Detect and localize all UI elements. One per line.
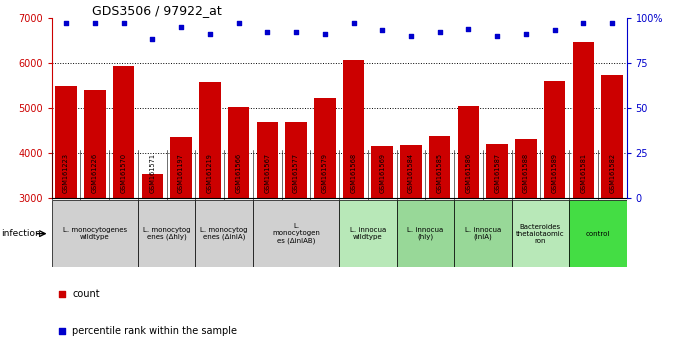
Text: L. innocua
wildtype: L. innocua wildtype [350,227,386,240]
Bar [339,200,397,267]
Bar [454,200,511,267]
Point [520,31,531,37]
Text: GDS3506 / 97922_at: GDS3506 / 97922_at [92,4,221,17]
Bar [343,60,364,198]
Bar [457,106,480,198]
Point [61,20,72,26]
Text: GSM161223: GSM161223 [63,153,69,193]
Point [290,29,302,35]
Text: GSM161577: GSM161577 [293,153,299,193]
Text: GSM161566: GSM161566 [235,153,242,193]
Text: GSM161571: GSM161571 [149,153,155,193]
Text: L. monocytogenes
wildtype: L. monocytogenes wildtype [63,227,127,240]
Bar [141,174,163,198]
Text: percentile rank within the sample: percentile rank within the sample [72,326,237,336]
Bar [52,200,138,267]
Bar [195,200,253,267]
Bar [55,86,77,198]
Bar [397,200,454,267]
Point [147,36,158,42]
Text: L. monocytog
enes (ΔinlA): L. monocytog enes (ΔinlA) [200,227,248,240]
Text: GSM161567: GSM161567 [264,153,270,193]
Point [175,24,186,29]
Text: GSM161586: GSM161586 [466,153,471,193]
Text: GSM161585: GSM161585 [437,153,443,193]
Point [319,31,331,37]
Text: GSM161226: GSM161226 [92,153,98,193]
Point [233,20,244,26]
Point [463,26,474,32]
Text: GSM161570: GSM161570 [121,153,126,193]
Text: GSM161582: GSM161582 [609,153,615,193]
Text: GSM161588: GSM161588 [523,153,529,193]
Point [89,20,100,26]
Bar [228,107,249,198]
Point [434,29,445,35]
Text: GSM161589: GSM161589 [552,153,558,193]
Text: GSM161587: GSM161587 [494,153,500,193]
Text: L. monocytog
enes (Δhly): L. monocytog enes (Δhly) [143,227,190,240]
Bar [84,90,106,198]
Text: count: count [72,289,100,299]
Text: GSM161197: GSM161197 [178,153,184,193]
Bar [257,122,278,198]
Point [262,29,273,35]
Bar [486,144,508,198]
Bar [199,82,221,198]
Bar [515,139,537,198]
Point [348,20,359,26]
Bar [371,146,393,198]
Text: L.
monocytogen
es (ΔinlAB): L. monocytogen es (ΔinlAB) [272,223,320,244]
Bar [602,75,623,198]
Bar [113,66,135,198]
Text: control: control [586,231,610,236]
Text: GSM161569: GSM161569 [380,153,385,193]
Text: GSM161584: GSM161584 [408,153,414,193]
Bar [314,98,335,198]
Point [377,28,388,33]
Bar [429,136,451,198]
Point [607,20,618,26]
Bar [138,200,195,267]
Bar [285,122,307,198]
Text: GSM161579: GSM161579 [322,153,328,193]
Text: GSM161581: GSM161581 [580,153,586,193]
Bar [170,137,192,198]
Point [313,98,324,103]
Point [118,20,129,26]
Bar [573,42,594,198]
Bar [569,200,627,267]
Text: Bacteroides
thetaiotaomic
ron: Bacteroides thetaiotaomic ron [516,224,564,244]
Bar [253,200,339,267]
Bar [511,200,569,267]
Point [204,31,215,37]
Point [549,28,560,33]
Point [578,20,589,26]
Point [406,33,417,39]
Bar [544,81,565,198]
Text: GSM161568: GSM161568 [351,153,357,193]
Text: L. innocua
(inlA): L. innocua (inlA) [464,227,501,240]
Text: infection: infection [1,229,41,238]
Text: GSM161219: GSM161219 [207,153,213,193]
Bar [400,144,422,198]
Text: L. innocua
(hly): L. innocua (hly) [407,227,444,240]
Point [492,33,503,39]
